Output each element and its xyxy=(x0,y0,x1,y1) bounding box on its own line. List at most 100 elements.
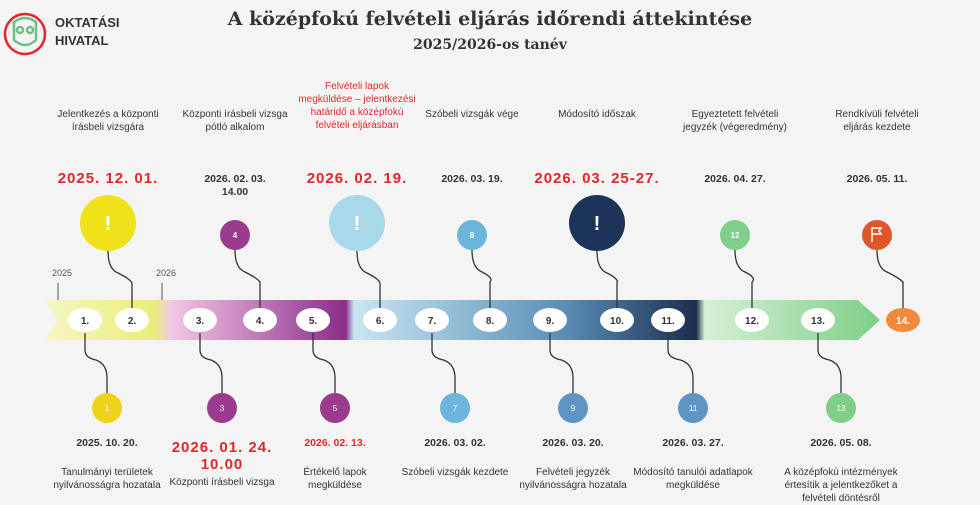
event-date: 2026. 05. 08. xyxy=(810,437,872,449)
step-marker xyxy=(363,308,397,332)
event-date: 2026. 01. 24. 10.00 xyxy=(171,439,273,473)
step-marker xyxy=(533,308,567,332)
step-label: 11. xyxy=(661,316,675,327)
event-text: Felvételi jegyzék nyilvánosságra hozatal… xyxy=(519,467,627,491)
page: 2025 2026 1. 2. 3. 4. 5. 6. 7. 8. 9. 10. 11. 12. 13. 14… xyxy=(3,8,920,504)
event-marker xyxy=(329,195,385,251)
logo-icon xyxy=(3,12,47,56)
event-text: A középfokú intézmények értesítik a jele… xyxy=(784,467,898,504)
logo-text: OKTATÁSI HIVATAL xyxy=(55,14,120,50)
step-marker xyxy=(115,308,149,332)
event-marker xyxy=(220,220,250,250)
year-label: 2026 xyxy=(156,268,176,278)
logo-line: HIVATAL xyxy=(55,33,109,48)
event-marker-label: 8 xyxy=(470,231,475,240)
step-marker xyxy=(296,308,330,332)
step-label: 2. xyxy=(128,316,137,327)
connector xyxy=(312,333,336,393)
connector xyxy=(234,249,261,308)
step-marker xyxy=(600,308,634,332)
logo-line: OKTATÁSI xyxy=(55,15,120,30)
event-marker xyxy=(320,393,350,423)
event-date: 2026. 03. 02. xyxy=(424,437,486,449)
step-label: 1. xyxy=(81,316,90,327)
event-marker xyxy=(826,393,856,423)
event-marker xyxy=(862,220,892,250)
event-marker xyxy=(720,220,750,250)
title: A középfokú felvételi eljárás időrendi á… xyxy=(227,8,753,30)
step-marker xyxy=(473,308,507,332)
event-text: Központi írásbeli vizsga xyxy=(169,477,275,488)
step-label: 8. xyxy=(486,316,495,327)
event-date: 2026. 02. 19. xyxy=(306,170,408,187)
event-marker-label: 5 xyxy=(333,404,338,413)
step-marker xyxy=(801,308,835,332)
event-date: 2025. 12. 01. xyxy=(57,170,159,187)
event-marker-label: 3 xyxy=(220,404,225,413)
event-date: 2026. 02. 03. 14.00 xyxy=(204,173,266,198)
step-label: 12. xyxy=(745,316,759,327)
step-label: 9. xyxy=(546,316,555,327)
event-text: Szóbeli vizsgák vége xyxy=(425,109,519,120)
event-text: Központi írásbeli vizsga pótló alkalom xyxy=(182,109,288,133)
subtitle: 2025/2026-os tanév xyxy=(413,37,567,53)
connector xyxy=(356,250,381,308)
flag-icon xyxy=(871,227,883,242)
event-text: Rendkívüli felvételi eljárás kezdete xyxy=(835,109,919,133)
event-marker xyxy=(80,195,136,251)
connector xyxy=(549,333,574,393)
event-marker-label: 7 xyxy=(453,404,458,413)
event-date: 2026. 02. 13. xyxy=(304,437,366,449)
step-label: 4. xyxy=(256,316,265,327)
event-marker xyxy=(92,393,122,423)
step-marker xyxy=(651,308,685,332)
step-label: 13. xyxy=(811,316,825,327)
event-text: Módosító tanulói adatlapok megküldése xyxy=(633,467,753,491)
event-marker-label: 9 xyxy=(571,404,576,413)
event-marker-label: ! xyxy=(105,213,112,235)
connector xyxy=(431,333,456,393)
event-marker xyxy=(207,393,237,423)
event-text: Jelentkezés a központi írásbeli vizsgára xyxy=(57,109,159,133)
event-date: 2026. 03. 19. xyxy=(441,173,503,185)
event-marker-label: 13 xyxy=(837,404,846,413)
step-label: 5. xyxy=(309,316,318,327)
event-marker xyxy=(678,393,708,423)
event-marker xyxy=(440,393,470,423)
event-text: Értékelő lapok megküldése xyxy=(303,467,367,491)
event-date: 2026. 03. 25-27. xyxy=(534,170,660,187)
event-marker-label: 1 xyxy=(105,404,110,413)
event-marker xyxy=(457,220,487,250)
step-label: 14. xyxy=(896,316,910,327)
year-label: 2025 xyxy=(52,268,72,278)
connector xyxy=(734,249,755,308)
event-text: Tanulmányi területek nyilvánosságra hoza… xyxy=(53,467,161,491)
step-label: 10. xyxy=(610,316,624,327)
step-marker xyxy=(735,308,769,332)
event-marker-label: 11 xyxy=(689,404,698,413)
step-marker xyxy=(886,308,920,332)
event-date: 2026. 03. 27. xyxy=(662,437,724,449)
step-label: 7. xyxy=(428,316,437,327)
event-marker-label: 12 xyxy=(731,231,740,240)
event-text: Szóbeli vizsgák kezdete xyxy=(401,467,509,478)
event-marker xyxy=(569,195,625,251)
step-marker xyxy=(415,308,449,332)
event-date: 2026. 03. 20. xyxy=(542,437,604,449)
event-date: 2026. 05. 11. xyxy=(846,173,908,185)
event-text: Felvételi lapok megküldése – jelentkezés… xyxy=(298,81,416,131)
event-text: Módosító időszak xyxy=(558,109,636,120)
connector xyxy=(596,250,618,308)
event-date: 2026. 04. 27. xyxy=(704,173,766,185)
event-marker xyxy=(558,393,588,423)
event-marker-label: ! xyxy=(594,213,601,235)
connector xyxy=(667,333,694,393)
event-marker-label: 4 xyxy=(233,231,238,240)
step-label: 3. xyxy=(196,316,205,327)
connector xyxy=(199,333,223,393)
step-marker xyxy=(183,308,217,332)
connector xyxy=(876,249,904,308)
connector xyxy=(817,333,842,393)
event-marker-label: ! xyxy=(354,213,361,235)
